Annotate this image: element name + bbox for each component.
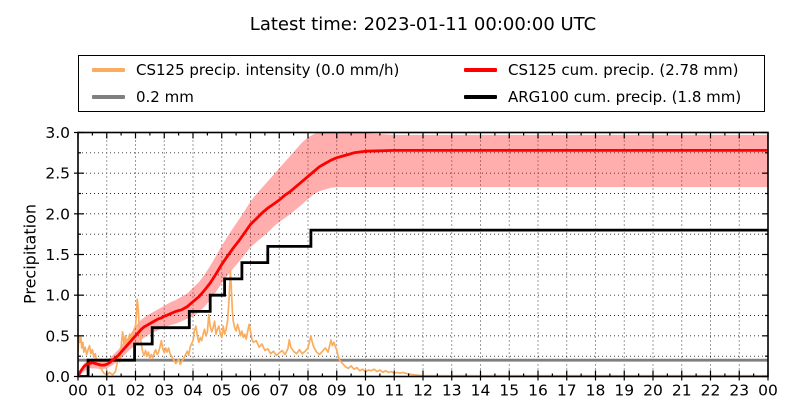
x-tick-label: 00 bbox=[68, 382, 88, 400]
grid-lines bbox=[78, 132, 768, 377]
legend-item-arg100-cumulative: ARG100 cum. precip. (1.8 mm) bbox=[464, 88, 764, 106]
02mm-line-swatch bbox=[92, 95, 125, 100]
y-tick-labels: 0.0 0.5 1.0 1.5 2.0 2.5 3.0 bbox=[45, 124, 70, 386]
chart-title: Latest time: 2023-01-11 00:00:00 UTC bbox=[249, 14, 597, 35]
x-tick-label: 08 bbox=[298, 382, 318, 400]
arg100-cumulative-step-line bbox=[78, 228, 768, 377]
x-tick-label: 06 bbox=[241, 382, 261, 400]
plot-area bbox=[78, 132, 768, 377]
cs125-cumulative-line bbox=[78, 148, 768, 377]
y-axis-label: Precipitation bbox=[20, 203, 40, 305]
legend-item-cs125-intensity: CS125 precip. intensity (0.0 mm/h) bbox=[92, 61, 464, 79]
x-tick-label: 04 bbox=[183, 382, 203, 400]
x-tick-label: 17 bbox=[557, 382, 577, 400]
y-tick-label: 0.0 bbox=[45, 368, 70, 386]
x-tick-label: 19 bbox=[614, 382, 634, 400]
x-tick-labels: 00 01 02 03 04 05 06 07 08 09 10 11 12 13 14 15 16 17 18 19… bbox=[68, 382, 778, 400]
legend-label: CS125 precip. intensity (0.0 mm/h) bbox=[136, 60, 400, 79]
y-tick-label: 3.0 bbox=[45, 124, 70, 142]
x-tick-label: 23 bbox=[729, 382, 749, 400]
y-tick-label: 2.0 bbox=[45, 205, 70, 223]
y-tick-label: 1.0 bbox=[45, 287, 70, 305]
x-tick-label: 16 bbox=[528, 382, 548, 400]
arg100-cumulative-line-swatch bbox=[464, 95, 497, 100]
x-tick-label: 03 bbox=[154, 382, 174, 400]
x-tick-label: 07 bbox=[269, 382, 289, 400]
x-tick-label: 18 bbox=[586, 382, 606, 400]
x-tick-label: 20 bbox=[643, 382, 663, 400]
legend-item-02mm: 0.2 mm bbox=[92, 88, 464, 106]
y-tick-label: 2.5 bbox=[45, 165, 70, 183]
legend-label: ARG100 cum. precip. (1.8 mm) bbox=[508, 88, 742, 107]
y-tick-label: 0.5 bbox=[45, 327, 70, 345]
legend-label: 0.2 mm bbox=[136, 88, 194, 107]
cs125-uncertainty-band bbox=[78, 132, 768, 377]
cs125-intensity-line-swatch bbox=[92, 67, 125, 72]
axis-ticks bbox=[74, 131, 769, 381]
x-tick-label: 10 bbox=[356, 382, 376, 400]
x-tick-label: 12 bbox=[413, 382, 433, 400]
x-tick-label: 05 bbox=[212, 382, 232, 400]
legend-label: CS125 cum. precip. (2.78 mm) bbox=[508, 60, 739, 79]
legend-box: CS125 precip. intensity (0.0 mm/h) 0.2 m… bbox=[78, 55, 765, 112]
x-tick-label: 21 bbox=[672, 382, 692, 400]
x-tick-label: 00 bbox=[758, 382, 778, 400]
x-tick-label: 15 bbox=[499, 382, 519, 400]
x-tick-label: 13 bbox=[442, 382, 462, 400]
x-tick-label: 14 bbox=[471, 382, 491, 400]
x-tick-label: 09 bbox=[327, 382, 347, 400]
x-tick-label: 11 bbox=[384, 382, 404, 400]
x-tick-label: 02 bbox=[126, 382, 146, 400]
x-tick-label: 22 bbox=[701, 382, 721, 400]
legend-item-cs125-cumulative: CS125 cum. precip. (2.78 mm) bbox=[464, 61, 764, 79]
x-tick-label: 01 bbox=[97, 382, 117, 400]
y-tick-label: 1.5 bbox=[45, 246, 70, 264]
cs125-cumulative-line-swatch bbox=[464, 67, 497, 72]
